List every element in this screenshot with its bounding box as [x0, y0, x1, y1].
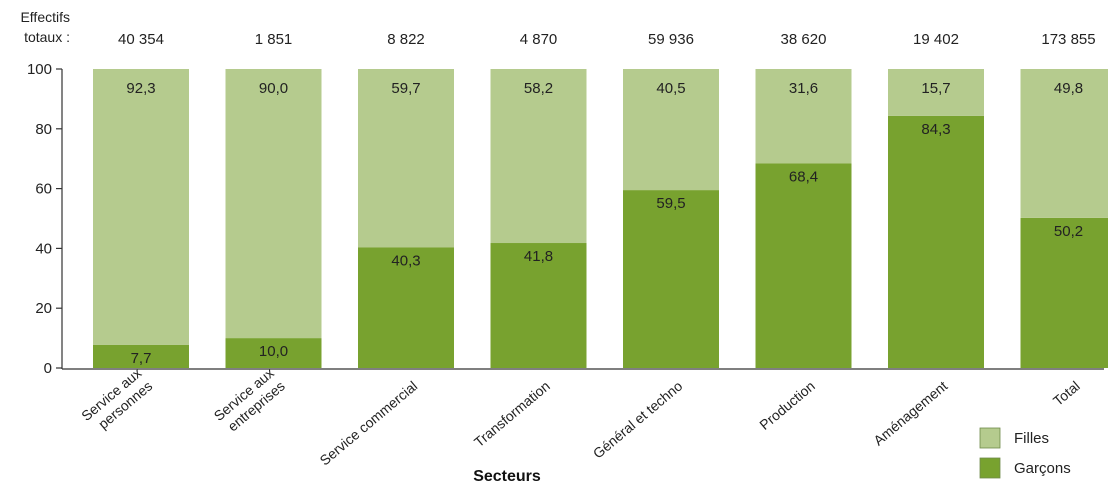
value-label: 59,7: [391, 80, 420, 97]
bars: 7,7 92,3 10,0 90,0 40,3 59,7 41,8 58,2 59,5 40,5 6…: [93, 69, 1108, 369]
bar-segment-filles: [1020, 69, 1108, 218]
bar-segment-filles: [225, 69, 322, 339]
bar-segment-garcons: [93, 344, 189, 368]
value-label: 40,5: [656, 80, 685, 97]
category-label-line: Transformation: [471, 378, 553, 450]
total-label: 1 851: [255, 31, 293, 48]
corner-label-line: totaux :: [24, 29, 70, 45]
bar-segment-garcons: [225, 338, 322, 368]
category-label-line: Service commercial: [317, 378, 421, 469]
total-label: 4 870: [520, 31, 558, 48]
value-label: 10,0: [259, 343, 288, 360]
y-tick-label: 0: [44, 360, 52, 377]
value-label: 15,7: [921, 80, 950, 97]
y-tick-label: 80: [35, 121, 52, 138]
value-label: 49,8: [1054, 80, 1083, 97]
bar-segment-filles: [755, 69, 852, 164]
y-tick-label: 20: [35, 300, 52, 317]
category-label: Transformation: [471, 378, 553, 450]
category-label: Service commercial: [317, 378, 421, 469]
category-label: Service auxentreprises: [211, 365, 288, 437]
x-axis-title: Secteurs: [473, 468, 541, 485]
value-label: 40,3: [391, 253, 420, 270]
corner-label-line: Effectifs: [20, 9, 70, 25]
total-label: 38 620: [781, 31, 827, 48]
bar-segment-garcons: [358, 247, 454, 368]
bar-segment-filles: [888, 69, 984, 116]
bar-segment-garcons: [888, 115, 984, 369]
legend-swatch: [979, 427, 1001, 449]
y-tick-label: 60: [35, 181, 52, 198]
value-label: 90,0: [259, 80, 288, 97]
category-label-line: Total: [1050, 378, 1083, 409]
category-label: Total: [1050, 378, 1083, 409]
category-label-line: Général et techno: [590, 378, 686, 462]
legend-swatch: [979, 457, 1001, 479]
value-label: 92,3: [126, 80, 155, 97]
legend-label: Filles: [1014, 430, 1049, 447]
category-label-line: Aménagement: [870, 378, 950, 449]
total-label: 173 855: [1041, 31, 1095, 48]
totals-row: 40 354 1 851 8 822 4 870 59 936 38 620 19 402 1…: [118, 31, 1096, 48]
y-tick-label: 40: [35, 240, 52, 257]
value-label: 59,5: [656, 195, 685, 212]
total-label: 59 936: [648, 31, 694, 48]
total-label: 8 822: [387, 31, 425, 48]
bar-segment-garcons: [623, 190, 719, 368]
bar-segment-filles: [93, 69, 189, 345]
value-label: 31,6: [789, 80, 818, 97]
total-label: 19 402: [913, 31, 959, 48]
y-axis: 0 20 40 60 80 100: [27, 61, 1104, 377]
legend-label: Garçons: [1014, 460, 1071, 477]
legend: Filles Garçons: [979, 427, 1071, 479]
category-label: Service auxpersonnes: [78, 365, 155, 437]
bar-segment-filles: [358, 69, 454, 248]
bar-segment-garcons: [1020, 217, 1108, 368]
category-label: Aménagement: [870, 378, 950, 449]
value-label: 50,2: [1054, 223, 1083, 240]
bar-segment-garcons: [490, 243, 587, 368]
category-labels: Service auxpersonnes Service auxentrepris…: [78, 365, 1083, 469]
value-label: 68,4: [789, 168, 818, 185]
corner-label-group: Effectifs totaux :: [20, 9, 70, 45]
bar-segment-filles: [623, 69, 719, 191]
category-label: Production: [756, 378, 818, 433]
total-label: 40 354: [118, 31, 164, 48]
value-label: 58,2: [524, 80, 553, 97]
value-label: 41,8: [524, 248, 553, 265]
y-tick-label: 100: [27, 61, 52, 78]
bar-segment-filles: [490, 69, 587, 244]
value-label: 84,3: [921, 121, 950, 138]
category-label: Général et techno: [590, 378, 686, 462]
bar-segment-garcons: [755, 163, 852, 368]
category-label-line: Production: [756, 378, 818, 433]
value-label: 7,7: [131, 350, 152, 367]
